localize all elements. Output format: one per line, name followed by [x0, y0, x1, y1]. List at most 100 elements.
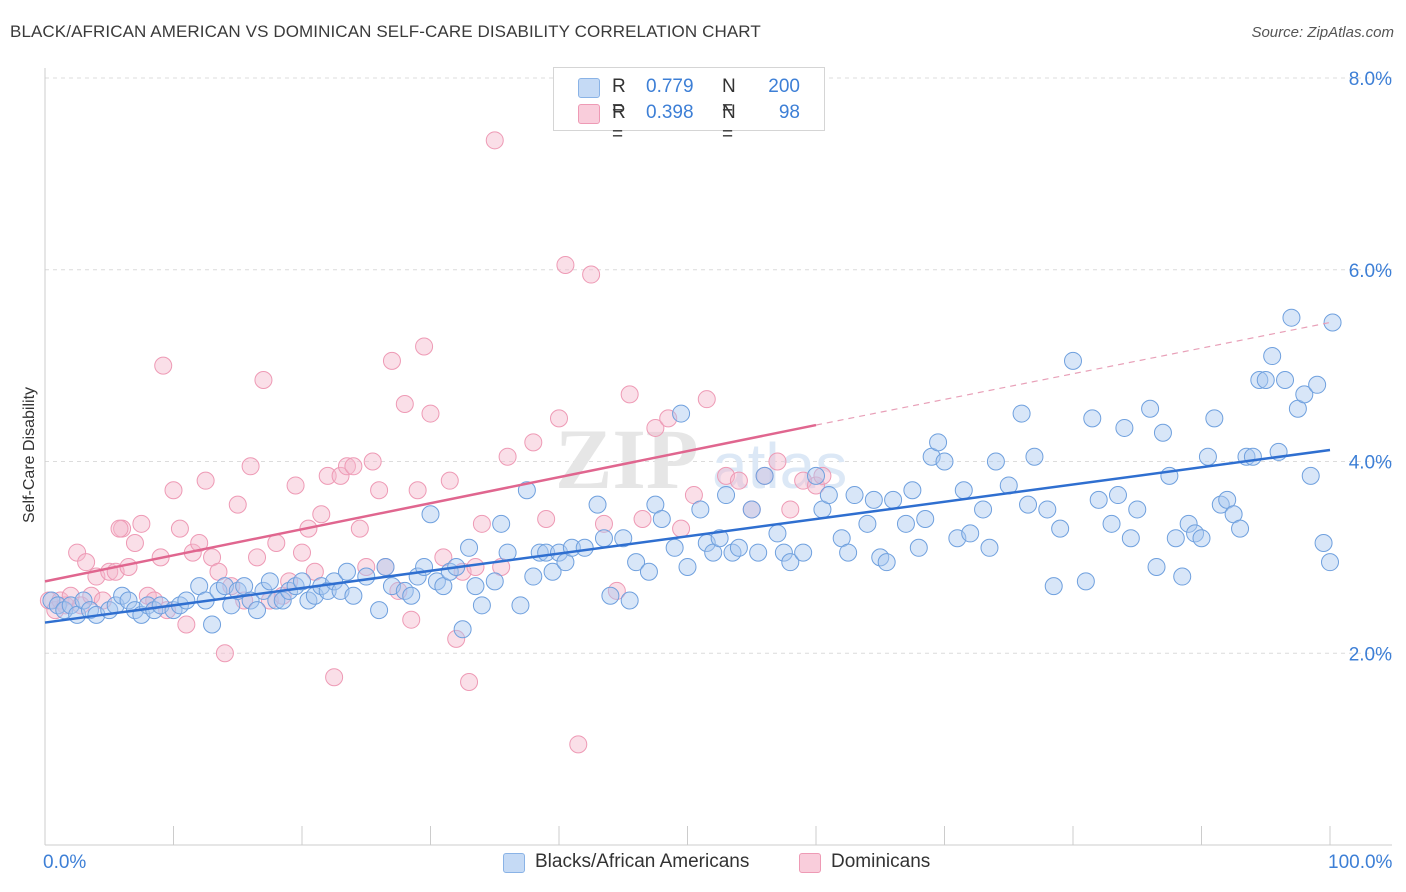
- black-african-american-point: [492, 514, 511, 533]
- black-african-american-point: [1147, 557, 1166, 576]
- legend-r-label: R =: [612, 102, 626, 145]
- black-african-american-point: [337, 562, 356, 581]
- black-african-american-point: [1256, 371, 1275, 390]
- black-african-american-point: [1282, 308, 1301, 327]
- dominican-point: [646, 418, 665, 437]
- black-african-american-point: [980, 538, 999, 557]
- dominican-point: [672, 519, 691, 538]
- black-african-american-point: [858, 514, 877, 533]
- bottom-legend-swatch-blue: [503, 853, 525, 873]
- dominican-point: [537, 510, 556, 529]
- dominican-point: [110, 519, 129, 538]
- dominican-point: [395, 394, 414, 413]
- dominican-point: [154, 356, 173, 375]
- black-african-american-point: [1115, 418, 1134, 437]
- black-african-american-point: [1108, 486, 1127, 505]
- black-african-american-point: [807, 466, 825, 485]
- black-african-american-point: [614, 529, 633, 548]
- legend-box: R = 0.779 N = 200 R = 0.398 N = 98: [553, 67, 825, 145]
- chart-title: BLACK/AFRICAN AMERICAN VS DOMINICAN SELF…: [10, 22, 761, 41]
- dominican-point: [77, 553, 96, 572]
- black-african-american-point: [344, 586, 363, 605]
- black-african-american-point: [929, 433, 948, 452]
- y-tick-label: 4.0%: [1349, 453, 1392, 474]
- black-african-american-point: [376, 557, 395, 576]
- dominican-point: [215, 644, 234, 663]
- dominican-point: [472, 514, 491, 533]
- dominican-point: [594, 514, 613, 533]
- dominican-point: [524, 433, 543, 452]
- dominican-point: [415, 337, 434, 356]
- bottom-legend-label: Blacks/African Americans: [535, 851, 750, 872]
- black-african-american-point: [119, 591, 138, 610]
- blacks-trend-line: [44, 448, 1331, 624]
- black-african-american-point: [293, 572, 311, 591]
- black-african-american-point: [370, 601, 389, 620]
- dominican-point: [254, 371, 273, 390]
- black-african-american-point: [402, 586, 421, 605]
- dominican-point: [382, 351, 401, 370]
- black-african-american-point: [1076, 572, 1095, 591]
- dominican-point: [132, 514, 151, 533]
- dominican-point: [248, 548, 267, 567]
- black-african-american-point: [1308, 375, 1327, 394]
- black-african-american-point: [466, 577, 485, 596]
- dominican-point: [807, 476, 825, 495]
- black-african-american-point: [768, 524, 787, 543]
- black-african-american-point: [678, 557, 697, 576]
- black-african-american-point: [1064, 351, 1082, 370]
- black-african-american-point: [1089, 490, 1108, 509]
- dominican-point: [408, 481, 427, 500]
- y-tick-label: 6.0%: [1349, 261, 1392, 282]
- dominican-point: [550, 409, 568, 428]
- dominican-point: [569, 735, 588, 754]
- dominican-point: [466, 557, 485, 576]
- black-african-american-point: [74, 591, 93, 610]
- dominican-point: [357, 557, 376, 576]
- black-african-american-point: [203, 615, 222, 634]
- black-african-american-point: [665, 538, 684, 557]
- dominican-point: [125, 533, 144, 552]
- dominican-point: [325, 668, 344, 687]
- black-african-american-point: [1102, 514, 1121, 533]
- black-african-american-point: [601, 586, 620, 605]
- dominican-point: [228, 495, 247, 514]
- black-african-american-point: [755, 466, 774, 485]
- dominican-point: [196, 471, 215, 490]
- black-african-american-point: [935, 452, 954, 471]
- black-african-american-point: [896, 514, 915, 533]
- black-african-american-point: [1166, 529, 1185, 548]
- black-african-american-point: [1173, 567, 1192, 586]
- dominican-point: [286, 476, 305, 495]
- y-tick-label: 8.0%: [1349, 69, 1392, 90]
- dominican-point: [267, 533, 286, 552]
- x-axis-min-label: 0.0%: [43, 852, 87, 873]
- black-african-american-point: [1179, 514, 1198, 533]
- dominican-point: [190, 533, 209, 552]
- black-african-american-point: [1019, 495, 1038, 514]
- black-african-american-point: [1263, 347, 1282, 366]
- black-african-american-point: [421, 505, 440, 524]
- dominican-point: [312, 505, 331, 524]
- black-african-american-point: [1321, 553, 1339, 572]
- black-african-american-point: [749, 543, 768, 562]
- dominican-point: [68, 543, 87, 562]
- dominican-point: [421, 404, 440, 423]
- black-african-american-point: [453, 620, 472, 639]
- black-african-american-point: [909, 538, 928, 557]
- dominican-point: [633, 510, 652, 529]
- black-african-american-point: [460, 538, 479, 557]
- dominican-point: [293, 543, 311, 562]
- black-african-american-point: [357, 567, 376, 586]
- black-african-american-point: [916, 510, 935, 529]
- dominican-point: [498, 447, 517, 466]
- dominican-point: [241, 457, 260, 476]
- black-african-american-point: [575, 538, 594, 557]
- dominican-point: [697, 390, 716, 409]
- x-axis-max-label: 100.0%: [1328, 852, 1393, 873]
- black-african-american-point: [248, 601, 267, 620]
- black-african-american-point: [691, 500, 710, 519]
- black-african-american-point: [1231, 519, 1250, 538]
- dominican-point: [363, 452, 382, 471]
- bottom-legend-swatch-pink: [799, 853, 821, 873]
